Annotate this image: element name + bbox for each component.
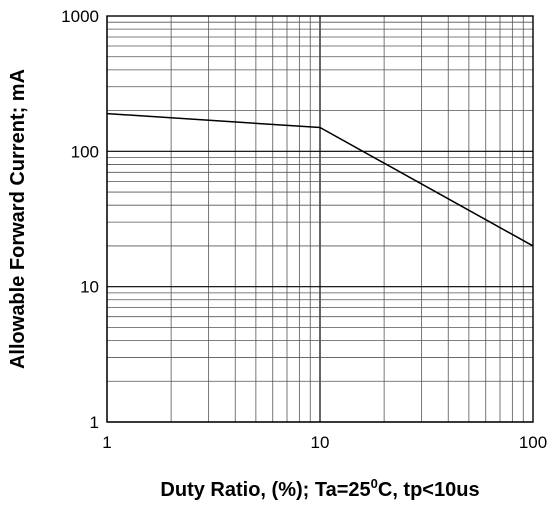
y-tick-label: 100: [71, 142, 99, 161]
y-tick-label: 1000: [61, 7, 99, 26]
plot-frame: [106, 15, 534, 423]
grid: [106, 16, 533, 423]
series-line-1: [106, 112, 534, 247]
x-axis-title-suffix: C, tp<10us: [378, 479, 480, 501]
x-axis-title: Duty Ratio, (%); Ta=250C, tp<10us: [160, 476, 479, 501]
x-tick-label: 1: [102, 433, 111, 452]
series-layer: [106, 112, 534, 247]
x-tick-label: 100: [519, 433, 547, 452]
x-axis-title-superscript: 0: [371, 476, 378, 491]
y-tick-label: 1: [90, 413, 99, 432]
x-tick-label: 10: [311, 433, 330, 452]
x-tick-labels: 1 10 100: [102, 433, 547, 452]
y-axis-title: Allowable Forward Current; mA: [7, 69, 29, 369]
y-tick-labels: 1 10 100 1000: [61, 7, 99, 432]
x-axis-title-main: Duty Ratio, (%); Ta=25: [160, 479, 370, 501]
y-tick-label: 10: [80, 278, 99, 297]
